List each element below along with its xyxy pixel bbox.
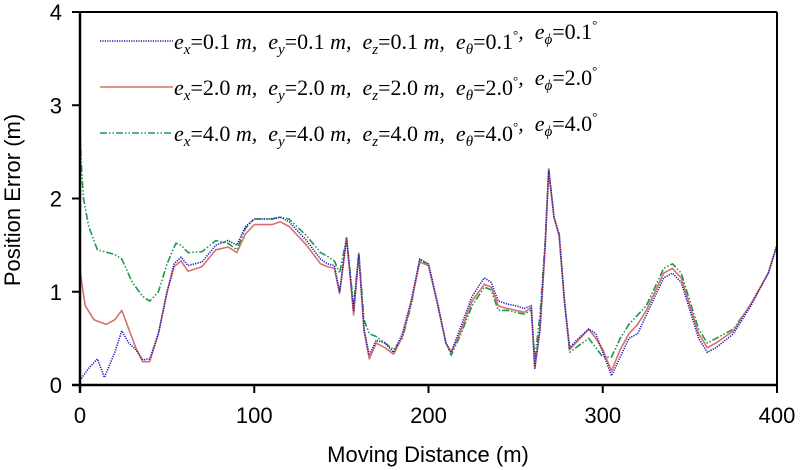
legend-label: ex=4.0 m, ey=4.0 m, ez=4.0 m, eθ=4.0°, e… xyxy=(174,109,597,150)
x-axis-label: Moving Distance (m) xyxy=(327,442,529,467)
x-tick-label: 0 xyxy=(74,403,86,428)
series-line-2 xyxy=(79,133,778,360)
series-line-1 xyxy=(79,169,778,372)
legend: ex=0.1 m, ey=0.1 m, ez=0.1 m, eθ=0.1°, e… xyxy=(100,17,597,150)
y-tick-label: 0 xyxy=(50,373,62,398)
y-tick-label: 1 xyxy=(50,280,62,305)
axes: 0 100 200 300 400 0 1 2 3 4 xyxy=(50,0,796,428)
y-tick-label: 4 xyxy=(50,0,62,25)
legend-entry-1: ex=2.0 m, ey=2.0 m, ez=2.0 m, eθ=2.0°, e… xyxy=(100,63,597,104)
x-tick-label: 200 xyxy=(410,403,447,428)
y-axis-label: Position Error (m) xyxy=(0,114,25,286)
legend-label: ex=2.0 m, ey=2.0 m, ez=2.0 m, eθ=2.0°, e… xyxy=(174,63,597,104)
y-tick-label: 3 xyxy=(50,93,62,118)
x-tick-label: 400 xyxy=(759,403,796,428)
legend-entry-0: ex=0.1 m, ey=0.1 m, ez=0.1 m, eθ=0.1°, e… xyxy=(100,17,597,58)
legend-entry-2: ex=4.0 m, ey=4.0 m, ez=4.0 m, eθ=4.0°, e… xyxy=(100,109,597,150)
x-tick-label: 300 xyxy=(584,403,621,428)
y-tick-label: 2 xyxy=(50,187,62,212)
legend-label: ex=0.1 m, ey=0.1 m, ez=0.1 m, eθ=0.1°, e… xyxy=(174,17,597,58)
series-line-0 xyxy=(79,169,778,381)
series-layer xyxy=(79,133,778,381)
x-tick-label: 100 xyxy=(236,403,273,428)
